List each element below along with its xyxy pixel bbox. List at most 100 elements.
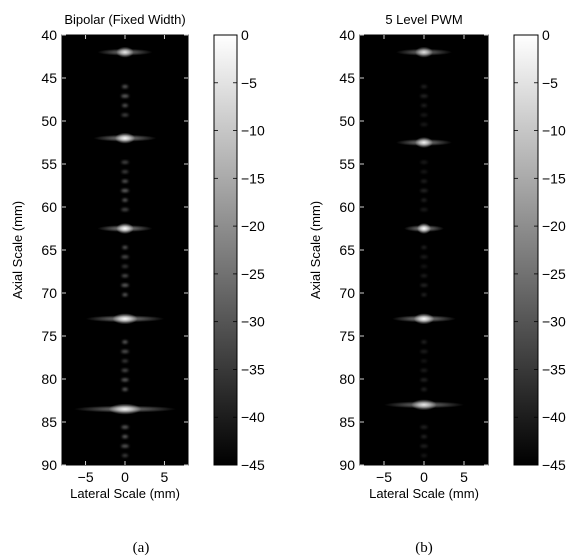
colorbar-tick-label: −5 — [241, 75, 257, 91]
axial-speckle — [420, 444, 428, 448]
y-tick-label: 80 — [41, 371, 57, 387]
point-target — [417, 223, 431, 234]
axial-speckle — [420, 170, 428, 174]
chart-panel-a: 40 45 50 55 60 65 70 75 80 85 90 −5 0 5 Bipolar (Fixed… — [10, 12, 265, 556]
image-content — [73, 46, 177, 458]
axial-speckle — [420, 425, 428, 429]
axial-speckle — [121, 113, 129, 117]
axial-speckle — [420, 94, 428, 98]
x-axis-label: Lateral Scale (mm) — [70, 486, 180, 501]
axial-speckle — [420, 113, 428, 117]
point-target — [415, 137, 433, 148]
y-tick-label: 55 — [41, 156, 57, 172]
point-target — [108, 403, 142, 415]
y-tick-label: 45 — [41, 70, 57, 86]
colorbar-tick-label: −25 — [542, 266, 566, 282]
y-tick-label: 45 — [339, 70, 355, 86]
colorbar-tick-label: −10 — [241, 123, 265, 139]
axial-speckle — [122, 198, 128, 202]
axial-speckle — [421, 340, 427, 344]
x-tick-label: −5 — [78, 469, 94, 485]
axial-speckle — [420, 349, 428, 354]
point-target — [413, 313, 435, 325]
y-tick-label: 70 — [339, 285, 355, 301]
axial-speckle — [122, 340, 128, 344]
axial-speckle — [420, 283, 428, 287]
y-tick-label: 85 — [41, 414, 57, 430]
axial-speckle — [121, 359, 129, 363]
axial-speckle — [121, 189, 129, 193]
axial-speckle — [421, 387, 427, 391]
axial-speckle — [421, 198, 427, 202]
axial-speckle — [121, 378, 129, 382]
colorbar-tick-label: −5 — [542, 75, 558, 91]
colorbar-tick-label: 0 — [542, 27, 550, 43]
axial-speckle — [121, 179, 129, 183]
point-target — [114, 132, 136, 144]
x-tick-label: 0 — [420, 469, 428, 485]
y-tick-label: 75 — [339, 328, 355, 344]
y-tick-label: 50 — [41, 113, 57, 129]
axial-speckle — [420, 160, 428, 164]
axial-speckle — [121, 444, 129, 448]
point-target — [116, 223, 134, 234]
y-tick-label: 40 — [41, 27, 57, 43]
colorbar-tick-label: −15 — [241, 170, 265, 186]
y-tick-label: 80 — [339, 371, 355, 387]
colorbar — [513, 34, 539, 466]
colorbar-tick-label: −35 — [542, 361, 566, 377]
colorbar — [213, 34, 238, 466]
axial-speckle — [421, 85, 427, 89]
axial-speckle — [122, 435, 128, 439]
y-tick-label: 55 — [339, 156, 355, 172]
chart-title: 5 Level PWM — [385, 12, 462, 27]
axial-speckle — [122, 293, 128, 297]
y-tick-label: 75 — [41, 328, 57, 344]
x-tick-label: −5 — [376, 469, 392, 485]
axial-speckle — [420, 179, 428, 183]
axial-speckle — [420, 274, 428, 278]
axial-speckle — [122, 85, 128, 89]
axial-speckle — [420, 255, 428, 259]
colorbar-tick-label: 0 — [241, 27, 249, 43]
point-target — [116, 46, 134, 58]
colorbar-tick-label: −30 — [241, 314, 265, 330]
colorbar-tick-label: −20 — [542, 218, 566, 234]
chart-panel-b: 40 45 50 55 60 65 70 75 80 85 90 −5 0 5 5 Level PWM Lat… — [308, 12, 566, 556]
y-tick-label: 70 — [41, 285, 57, 301]
colorbar-tick-label: −30 — [542, 314, 566, 330]
axial-speckle — [421, 245, 427, 250]
axial-speckle — [121, 255, 129, 259]
axial-speckle — [122, 453, 128, 458]
subfigure-caption: (a) — [133, 540, 150, 556]
axial-speckle — [421, 435, 427, 439]
colorbar-tick-label: −45 — [241, 457, 265, 473]
axial-speckle — [420, 264, 428, 268]
axial-speckle — [421, 293, 427, 297]
axial-speckle — [121, 274, 129, 278]
colorbar-tick-label: −20 — [241, 218, 265, 234]
axial-speckle — [421, 453, 427, 458]
y-tick-label: 60 — [339, 199, 355, 215]
y-axis-label: Axial Scale (mm) — [308, 201, 323, 299]
axial-speckle — [122, 387, 128, 391]
y-tick-label: 85 — [339, 414, 355, 430]
x-tick-label: 0 — [121, 469, 129, 485]
axial-speckle — [121, 425, 129, 429]
image-background — [62, 35, 188, 465]
axial-speckle — [420, 189, 428, 193]
y-tick-label: 90 — [41, 457, 57, 473]
y-tick-label: 90 — [339, 457, 355, 473]
subfigure-caption: (b) — [415, 540, 433, 556]
colorbar-tick-label: −15 — [542, 170, 566, 186]
axial-speckle — [121, 160, 129, 164]
axial-speckle — [121, 170, 129, 174]
axial-speckle — [121, 368, 129, 372]
y-tick-label: 60 — [41, 199, 57, 215]
colorbar-tick-label: −35 — [241, 361, 265, 377]
y-tick-label: 65 — [339, 242, 355, 258]
y-tick-label: 50 — [339, 113, 355, 129]
chart-title: Bipolar (Fixed Width) — [64, 12, 185, 27]
colorbar-tick-label: −40 — [241, 409, 265, 425]
